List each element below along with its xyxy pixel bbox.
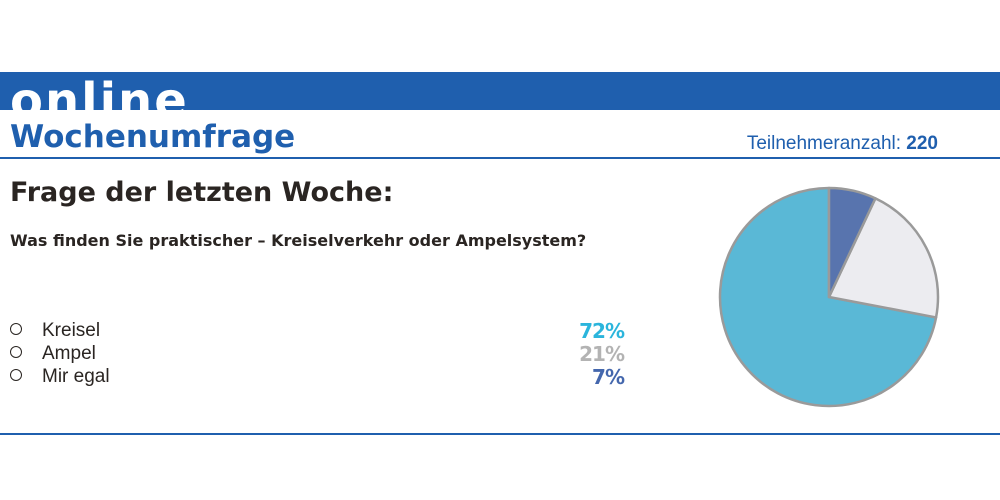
option-kreisel[interactable]: Kreisel 72% [10, 320, 630, 343]
radio-circle-icon[interactable] [10, 346, 22, 358]
option-mir-egal[interactable]: Mir egal 7% [10, 366, 630, 389]
pie-chart [718, 186, 940, 408]
option-label: Mir egal [42, 366, 110, 387]
question-text: Was finden Sie praktischer – Kreiselverk… [10, 231, 587, 250]
bottom-divider [0, 433, 1000, 435]
page-title: Wochenumfrage [10, 119, 296, 155]
radio-circle-icon[interactable] [10, 369, 22, 381]
pie-slice-ampel [827, 197, 940, 319]
option-label: Kreisel [42, 320, 101, 341]
top-divider [0, 157, 1000, 159]
pie-slice-mir-egal [827, 186, 877, 299]
question-heading: Frage der letzten Woche: [10, 177, 394, 208]
option-percent: 72% [579, 319, 625, 343]
radio-circle-icon[interactable] [10, 323, 22, 335]
option-percent: 21% [579, 342, 625, 366]
participant-count: Teilnehmeranzahl: 220 [747, 132, 938, 156]
participant-number: 220 [906, 133, 938, 154]
answer-options: Kreisel 72% Ampel 21% Mir egal 7% [10, 320, 630, 389]
option-percent: 7% [592, 365, 625, 389]
option-label: Ampel [42, 343, 96, 364]
participant-label: Teilnehmeranzahl: [746, 133, 902, 154]
banner-text: online [10, 73, 189, 110]
online-banner: online [0, 72, 1000, 110]
option-ampel[interactable]: Ampel 21% [10, 343, 630, 366]
